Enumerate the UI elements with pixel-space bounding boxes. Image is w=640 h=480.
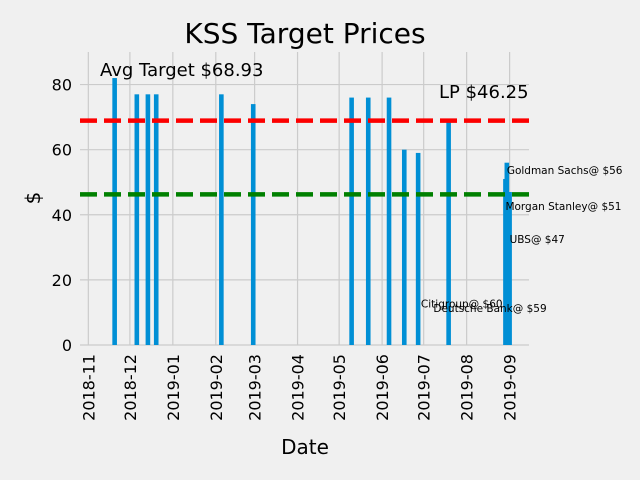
x-tick-label: 2019-04	[289, 354, 308, 421]
bar	[134, 94, 140, 345]
x-tick-label: 2018-12	[121, 354, 140, 421]
bar	[349, 97, 354, 345]
x-tick-labels: 2018-11 2018-12 2019-01 2019-02 2019-03 2019-…	[79, 354, 519, 421]
annotations: Goldman Sachs@ $56 Morgan Stanley@ $51 UBS…	[421, 165, 623, 315]
bar-annotation: Citigroup@ $60	[421, 299, 503, 311]
x-tick-label: 2019-03	[246, 354, 265, 421]
x-tick-label: 2019-06	[373, 354, 392, 421]
bar	[386, 97, 392, 345]
bar	[112, 78, 117, 346]
x-tick-label: 2019-02	[207, 354, 226, 421]
y-axis-label: $	[21, 192, 45, 205]
y-tick-labels: 0 20 40 60 80	[52, 76, 72, 355]
chart-title: KSS Target Prices	[184, 17, 425, 50]
bars	[112, 78, 512, 346]
bar-annotation: Goldman Sachs@ $56	[507, 165, 623, 177]
bar	[504, 162, 510, 345]
x-tick-label: 2019-05	[330, 354, 349, 421]
bar-annotation: Morgan Stanley@ $51	[505, 201, 621, 213]
bar	[415, 152, 421, 345]
bar	[250, 104, 256, 345]
bar	[219, 94, 224, 345]
x-tick-label: 2019-09	[501, 354, 520, 421]
x-tick-label: 2019-01	[164, 354, 183, 421]
bar	[145, 94, 151, 345]
y-tick-label: 20	[52, 271, 72, 290]
reference-lines: Avg Target $68.93 LP $46.25	[80, 60, 529, 197]
y-tick-label: 60	[52, 141, 72, 160]
x-tick-label: 2018-11	[79, 354, 98, 421]
bar	[401, 149, 407, 345]
last-price-label: LP $46.25	[439, 82, 529, 103]
x-tick-label: 2019-07	[415, 354, 434, 421]
bar	[153, 94, 159, 345]
bar	[365, 97, 371, 345]
bar	[507, 191, 512, 345]
avg-target-label: Avg Target $68.93	[100, 60, 263, 81]
bar	[446, 120, 451, 345]
y-tick-label: 80	[52, 76, 72, 95]
bar-annotation: Deutsche Bank@ $59	[433, 303, 546, 315]
y-tick-label: 0	[62, 336, 72, 355]
y-tick-label: 40	[52, 206, 72, 225]
x-tick-label: 2019-08	[458, 354, 477, 421]
x-axis-label: Date	[281, 435, 329, 459]
bar-annotation: UBS@ $47	[510, 234, 565, 246]
